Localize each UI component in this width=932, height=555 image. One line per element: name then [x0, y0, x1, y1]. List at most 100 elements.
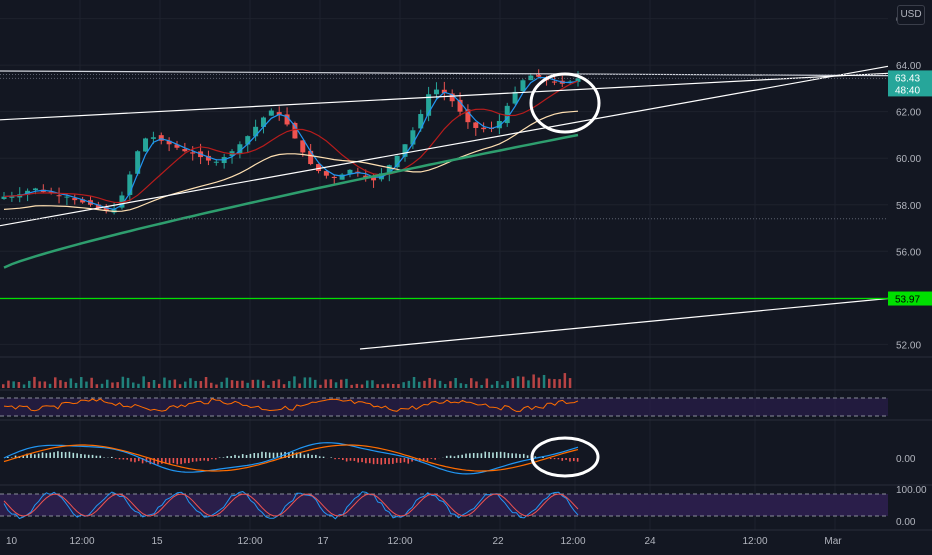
- ma-mid-line: [3, 80, 579, 204]
- volume-bar: [59, 380, 62, 388]
- rsi-line: [3, 397, 579, 412]
- candle-body: [158, 135, 164, 141]
- volume-bar: [381, 384, 385, 388]
- candle-body: [268, 110, 274, 116]
- candle-body: [143, 138, 149, 152]
- volume-bar: [246, 382, 249, 388]
- volume-bar: [418, 381, 421, 388]
- volume-bar: [350, 384, 353, 388]
- time-tick-label: Mar: [824, 536, 842, 547]
- volume-bar: [28, 380, 31, 388]
- candle-body: [449, 93, 455, 102]
- volume-bar: [511, 378, 515, 388]
- volume-bar: [215, 384, 218, 388]
- volume-bar: [412, 376, 416, 388]
- time-tick-label: 17: [317, 536, 329, 547]
- volume-bar: [69, 378, 73, 388]
- volume-bar: [225, 377, 229, 388]
- volume-bar: [282, 384, 286, 388]
- candle-body: [410, 130, 416, 145]
- stoch-top-label: 100.00: [896, 485, 927, 496]
- volume-bar: [17, 382, 21, 388]
- time-tick-label: 24: [644, 536, 656, 547]
- time-tick-label: 22: [492, 536, 504, 547]
- volume-bar: [376, 384, 379, 388]
- candle-body: [473, 122, 479, 128]
- candle-body: [284, 114, 290, 125]
- volume-bar: [168, 380, 171, 388]
- volume-bar: [126, 377, 130, 388]
- volume-bar: [459, 383, 463, 388]
- currency-button[interactable]: USD: [897, 5, 925, 25]
- volume-bar: [38, 381, 41, 388]
- volume-bar: [267, 384, 270, 388]
- candle-body: [308, 150, 314, 165]
- candle-body: [386, 165, 392, 175]
- price-tick-label: 52.00: [896, 340, 921, 351]
- volume-bar: [121, 376, 125, 388]
- candle-body: [441, 89, 447, 94]
- candle-body: [339, 174, 345, 180]
- volume-bar: [74, 382, 78, 388]
- time-tick-label: 10: [6, 536, 18, 547]
- candle-body: [347, 169, 353, 174]
- candle-body: [25, 190, 31, 195]
- volume-bar: [111, 382, 114, 388]
- candle-body: [150, 137, 156, 139]
- volume-bar: [64, 381, 67, 388]
- volume-bar: [220, 381, 223, 388]
- stoch-bottom-label: 0.00: [896, 517, 916, 528]
- annotation-circle-macd: [530, 436, 600, 478]
- volume-bar: [2, 384, 5, 388]
- volume-bar: [262, 380, 265, 388]
- volume-bar: [100, 383, 104, 388]
- volume-bar: [132, 382, 135, 388]
- volume-bar: [251, 379, 255, 388]
- volume-bar: [189, 378, 192, 388]
- countdown-label: 48:40: [895, 85, 920, 96]
- candle-body: [95, 204, 101, 209]
- time-tick-label: 12:00: [742, 536, 767, 547]
- volume-bar: [142, 376, 145, 388]
- volume-bar: [298, 383, 301, 388]
- volume-bar: [236, 380, 239, 388]
- candle-body: [481, 127, 487, 130]
- volume-bar: [137, 383, 140, 388]
- price-tick-label: 60.00: [896, 154, 921, 165]
- candle-body: [213, 161, 219, 163]
- candle-body: [64, 196, 70, 198]
- candle-body: [520, 80, 526, 92]
- volume-bar: [558, 379, 561, 388]
- volume-bar: [95, 384, 99, 388]
- volume-bar: [501, 384, 504, 388]
- volume-bar: [303, 377, 307, 388]
- candle-body: [567, 81, 573, 83]
- volume-bar: [204, 377, 208, 388]
- volume-bar: [319, 384, 322, 388]
- resistance-line-flat: [0, 70, 889, 77]
- time-tick-label: 12:00: [69, 536, 94, 547]
- volume-bar: [345, 378, 348, 388]
- candle-body: [190, 152, 196, 154]
- volume-bar: [438, 380, 442, 388]
- candle-body: [127, 174, 133, 195]
- rsi-band: [0, 398, 888, 416]
- time-tick-label: 12:00: [387, 536, 412, 547]
- time-tick-label: 15: [151, 536, 163, 547]
- volume-bar: [241, 380, 244, 388]
- volume-bar: [568, 378, 572, 388]
- candle-body: [465, 109, 471, 123]
- candle-body: [426, 94, 432, 116]
- volume-bar: [85, 381, 88, 388]
- macd-zero-label: 0.00: [896, 454, 916, 465]
- volume-bar: [563, 373, 567, 388]
- volume-bar: [366, 380, 369, 388]
- candle-body: [316, 164, 322, 172]
- candle-body: [512, 91, 518, 104]
- volume-bar: [106, 379, 109, 388]
- ma-slow-line: [3, 110, 579, 213]
- volume-bar: [392, 383, 395, 388]
- volume-bar: [158, 383, 161, 388]
